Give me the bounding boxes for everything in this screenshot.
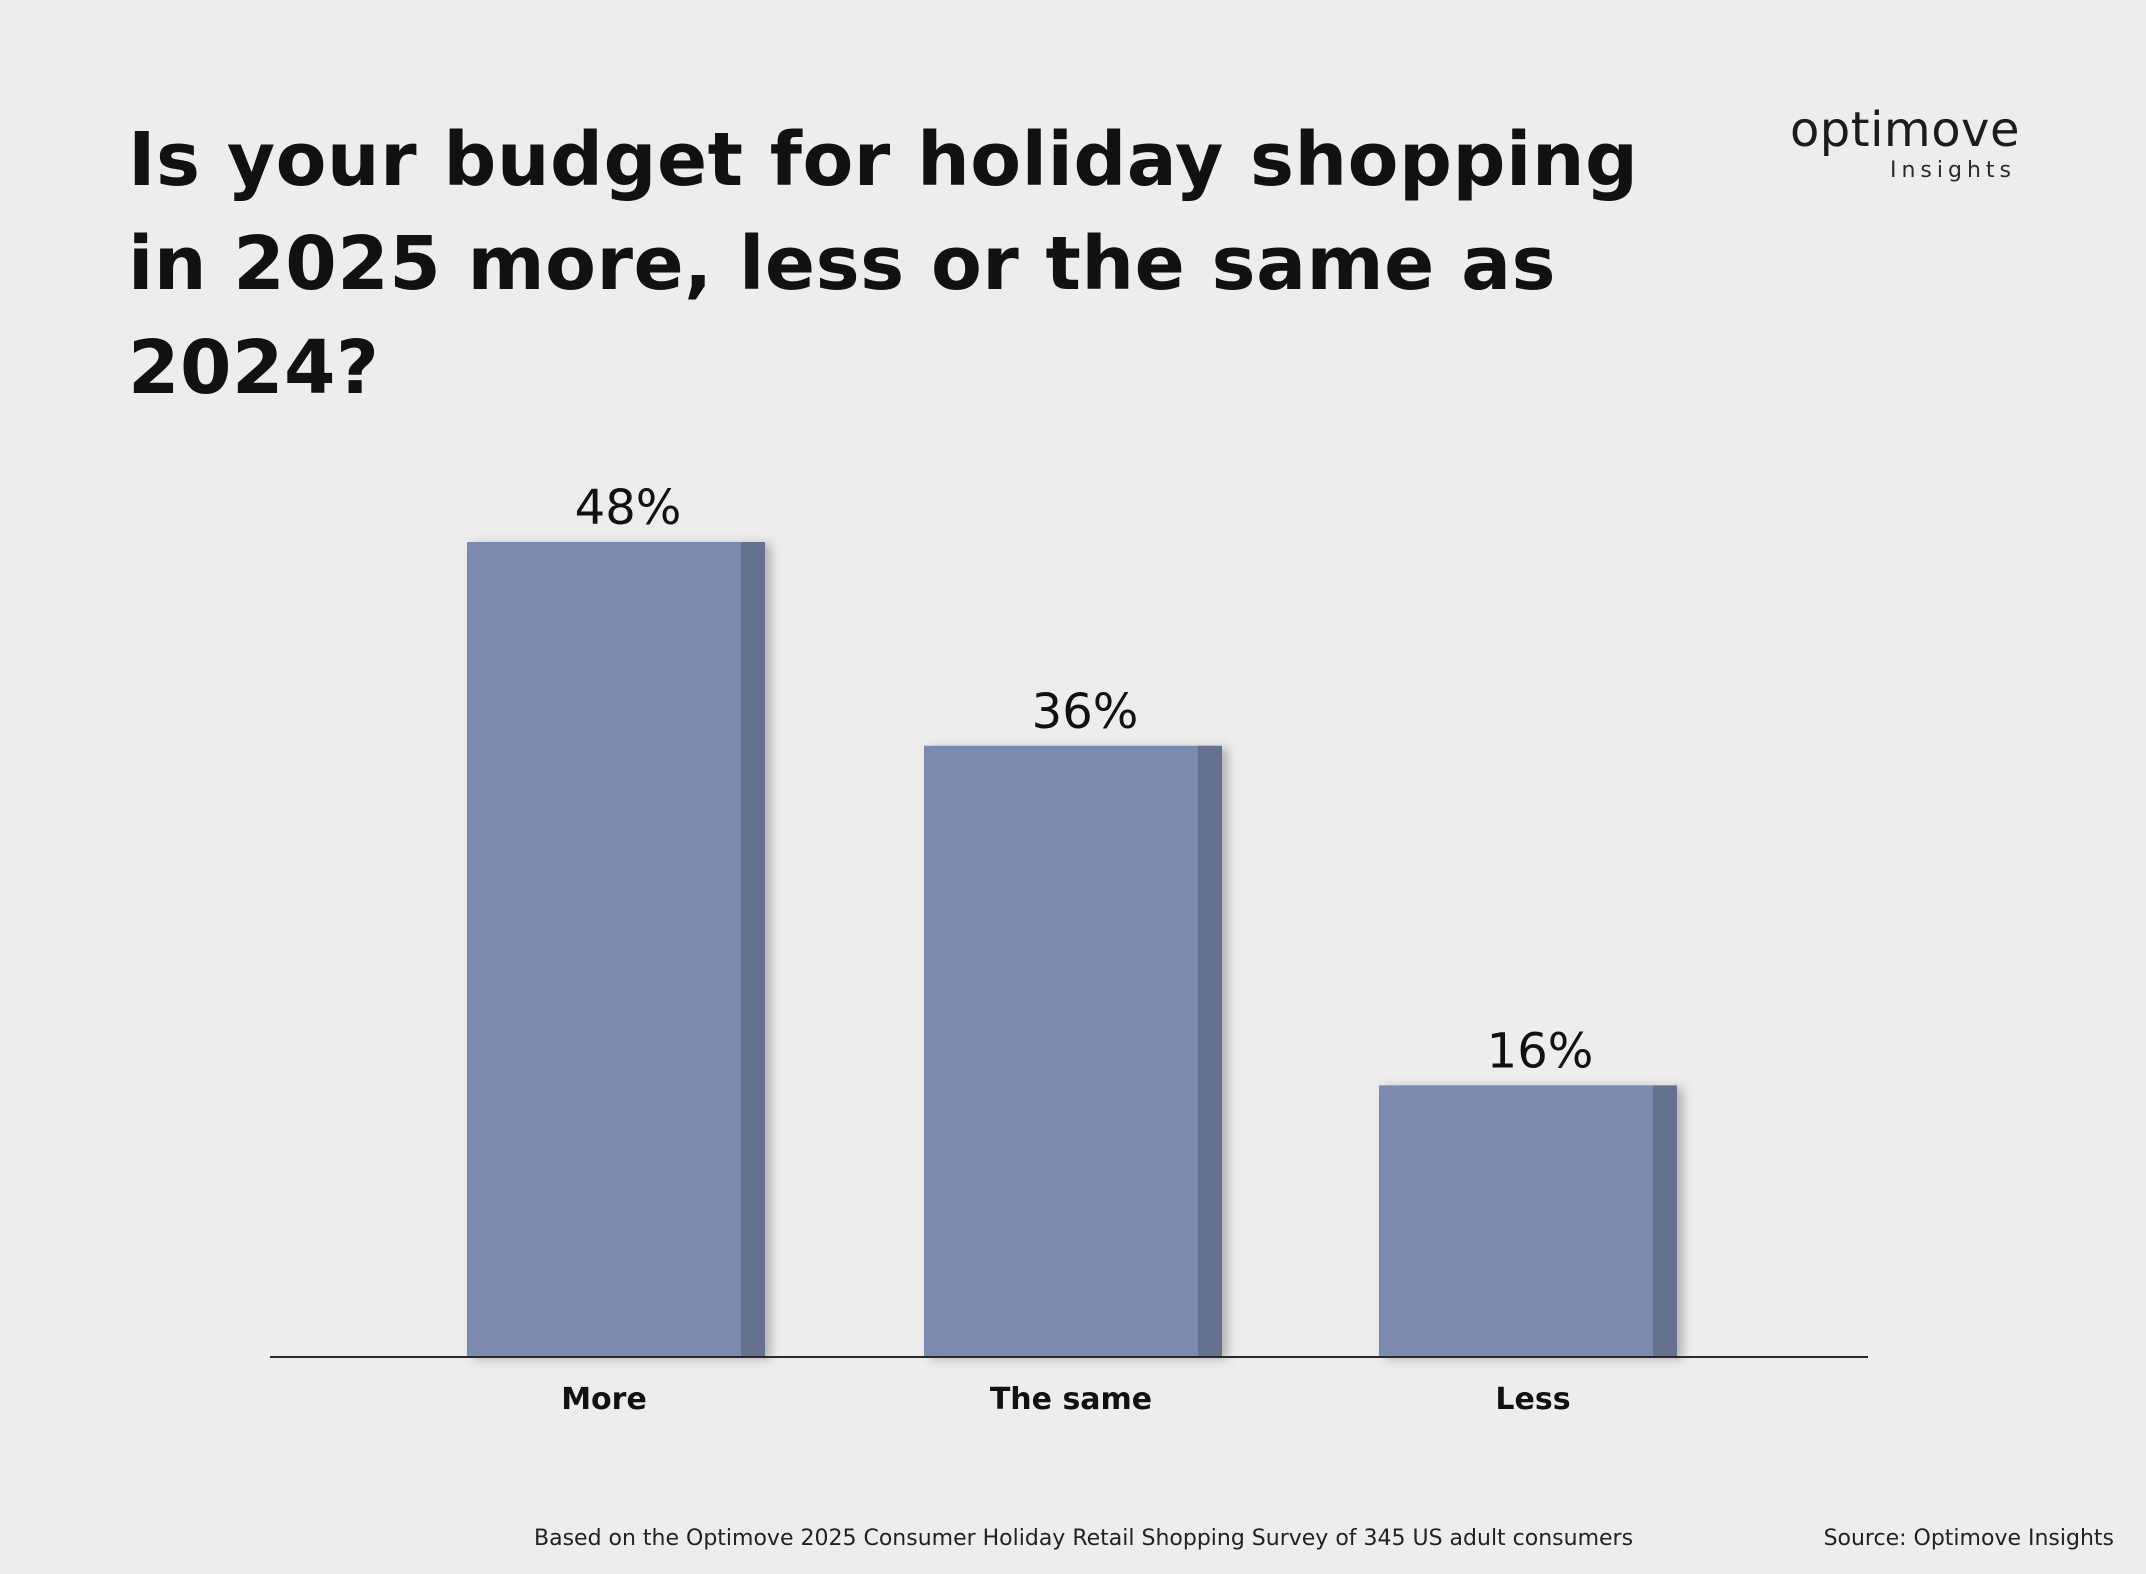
bar-side (1653, 1085, 1677, 1357)
optimove-logo: optimove Insights (1790, 104, 2020, 186)
survey-footnote: Based on the Optimove 2025 Consumer Holi… (534, 1526, 1634, 1551)
bar-side (1198, 745, 1222, 1357)
value-label: 16% (1487, 1023, 1594, 1079)
source-note: Source: Optimove Insights (1823, 1526, 2114, 1551)
value-label: 36% (1032, 684, 1139, 740)
bar-face (1379, 1085, 1653, 1357)
bar-face (924, 745, 1198, 1357)
chart-title: Is your budget for holiday shopping in 2… (128, 117, 1639, 411)
bar-less (1379, 1085, 1677, 1357)
bar-face (467, 542, 741, 1357)
category-label: The same (990, 1382, 1152, 1417)
bar-side (741, 542, 765, 1357)
bar-more (467, 542, 765, 1357)
category-label: More (561, 1382, 647, 1417)
logo-name: optimove (1789, 102, 2020, 158)
value-label: 48% (575, 480, 682, 536)
logo-subtitle: Insights (1889, 158, 2016, 183)
category-label: Less (1495, 1382, 1570, 1417)
bar-the-same (924, 745, 1222, 1357)
